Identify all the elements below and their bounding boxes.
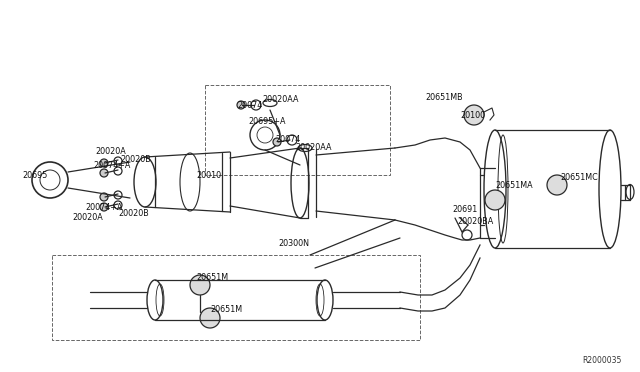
Text: 20651MB: 20651MB (425, 93, 463, 103)
Text: 20020B: 20020B (120, 155, 151, 164)
Text: 20020AA: 20020AA (295, 142, 332, 151)
Text: 20020A: 20020A (72, 214, 103, 222)
Text: 20074: 20074 (237, 100, 262, 109)
Text: 20651M: 20651M (210, 305, 242, 314)
Text: 20020BA: 20020BA (457, 218, 493, 227)
Text: 20074+A: 20074+A (85, 203, 122, 212)
Circle shape (100, 169, 108, 177)
Text: 20020A: 20020A (95, 148, 125, 157)
Circle shape (237, 101, 245, 109)
Text: 20651M: 20651M (196, 273, 228, 282)
Circle shape (464, 105, 484, 125)
Circle shape (273, 138, 281, 146)
Text: 20695+A: 20695+A (248, 118, 285, 126)
Text: 20100: 20100 (460, 110, 485, 119)
Text: 20074: 20074 (275, 135, 300, 144)
Circle shape (190, 275, 210, 295)
Text: R2000035: R2000035 (582, 356, 621, 365)
Text: 20020B: 20020B (118, 208, 148, 218)
Text: 20300N: 20300N (278, 238, 309, 247)
Text: 20010: 20010 (196, 170, 221, 180)
Text: 20695: 20695 (22, 170, 47, 180)
Circle shape (200, 308, 220, 328)
Text: 20074+A: 20074+A (93, 160, 131, 170)
Text: 20651MC: 20651MC (560, 173, 598, 183)
Text: 20651MA: 20651MA (495, 180, 532, 189)
Circle shape (100, 159, 108, 167)
Text: 20020AA: 20020AA (262, 96, 298, 105)
Circle shape (100, 193, 108, 201)
Text: 20691: 20691 (452, 205, 477, 215)
Circle shape (547, 175, 567, 195)
Circle shape (485, 190, 505, 210)
Circle shape (100, 203, 108, 211)
